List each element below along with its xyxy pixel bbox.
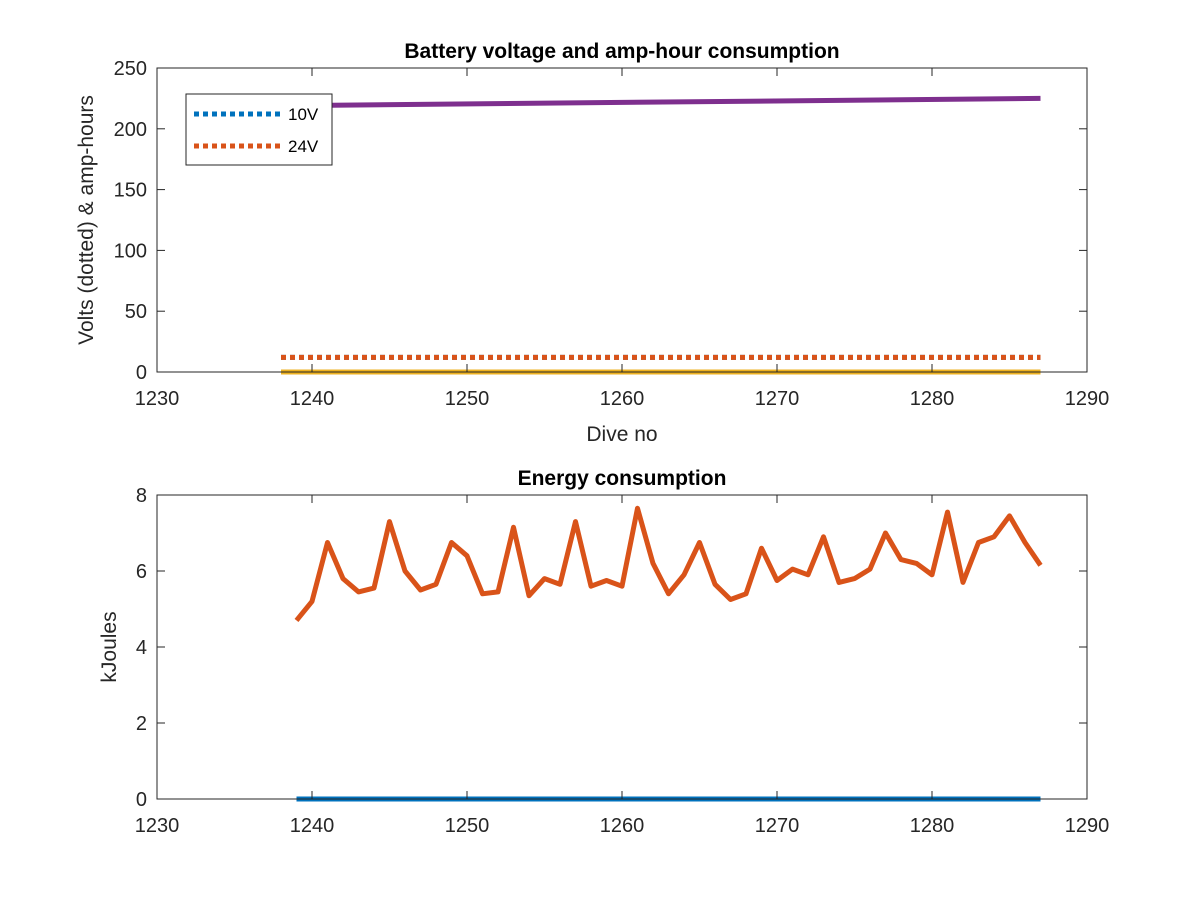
x-tick-label: 1290 [1065,388,1110,410]
y-tick-label: 2 [136,713,147,735]
y-tick-label: 8 [136,485,147,507]
y-tick-label: 150 [114,180,147,202]
legend-box [185,93,333,166]
series-line-series-3 [280,95,1041,109]
legend-label-24v: 24V [288,137,319,156]
axes-layer-bottom: 1230 1240 1250 1260 1270 1280 1290 0 2 4 6 8 [135,485,1110,837]
x-tick-label: 1250 [445,815,490,837]
energy-consumption-chart: 1230 1240 1250 1260 1270 1280 1290 0 2 4 6 8 Energy… [98,467,1109,837]
x-tick-label: 1260 [600,815,645,837]
y-tick-label: 200 [114,119,147,141]
x-tick-label: 1230 [135,815,180,837]
x-tick-label: 1240 [290,815,335,837]
x-tick-label: 1270 [755,388,800,410]
y-tick-label: 0 [136,789,147,811]
chart-title-top: Battery voltage and amp-hour consumption [404,40,839,63]
x-tick-label: 1260 [600,388,645,410]
x-tick-label: 1280 [910,815,955,837]
y-tick-label: 50 [125,301,147,323]
y-tick-label: 4 [136,637,147,659]
x-tick-label: 1230 [135,388,180,410]
y-tick-label: 100 [114,240,147,262]
y-tick-label: 6 [136,561,147,583]
series-line-series-0 [294,505,1043,622]
y-tick-label: 250 [114,58,147,80]
x-tick-label: 1290 [1065,815,1110,837]
legend: 10V 24V [185,93,333,166]
y-axis-label-top: Volts (dotted) & amp-hours [75,95,98,345]
chart-title-bottom: Energy consumption [518,467,727,490]
y-axis-label-bottom: kJoules [98,611,121,682]
legend-label-10v: 10V [288,105,319,124]
plot-background [157,495,1087,799]
x-tick-label: 1270 [755,815,800,837]
plot-area-bottom [157,495,1087,799]
x-tick-label: 1250 [445,388,490,410]
axes-layer-top: 1230 1240 1250 1260 1270 1280 1290 0 50 100 150 200… [114,58,1110,410]
x-tick-label: 1280 [910,388,955,410]
y-tick-label: 0 [136,362,147,384]
x-axis-label-top: Dive no [586,423,657,446]
voltage-amphour-chart: 1230 1240 1250 1260 1270 1280 1290 0 50 100 150 200… [75,40,1109,446]
x-tick-label: 1240 [290,388,335,410]
